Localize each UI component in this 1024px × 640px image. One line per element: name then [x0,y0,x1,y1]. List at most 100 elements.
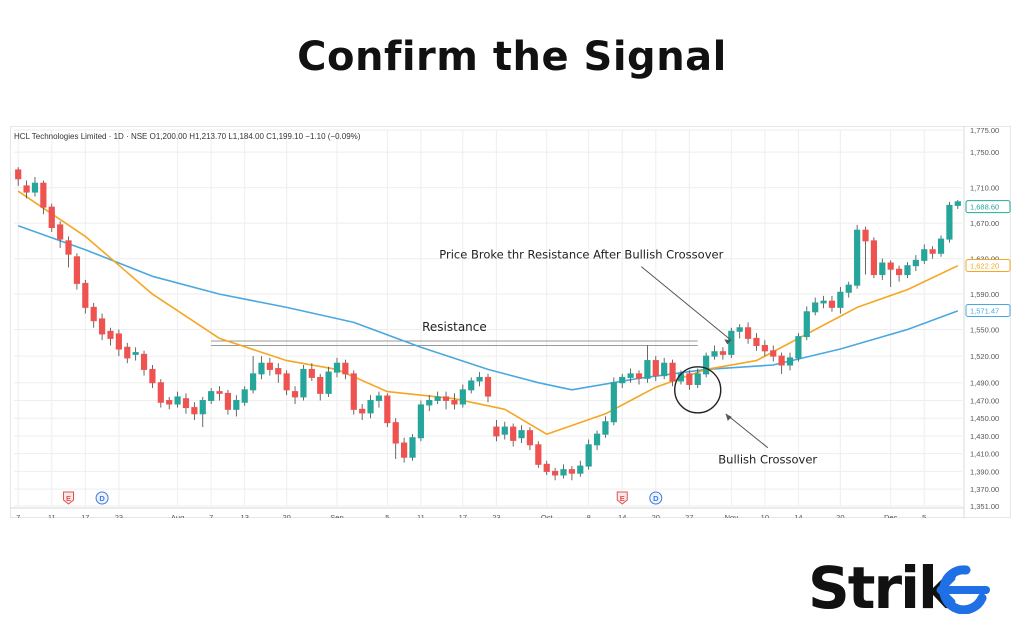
candle-down [115,333,122,350]
candle-up [241,389,248,403]
time-tick-label: 11 [48,513,56,518]
time-tick-label: Sep [330,513,343,518]
time-tick-label: 14 [794,513,802,518]
candle-down [317,376,324,394]
candle-up [912,259,919,267]
time-tick-label: Dec [884,513,898,518]
candle-up [602,421,609,435]
crossover-circle [674,366,722,414]
price-tick-label: 1,775.00 [970,126,999,135]
last-price-badge-label: 1,571.47 [970,306,999,315]
candle-up [501,426,508,435]
candle-down [266,362,273,370]
ma-fast-line [17,190,959,435]
candle-up [812,302,819,313]
candle-down [761,344,768,352]
page-title: Confirm the Signal [297,34,727,80]
candle-up [258,362,265,375]
candle-down [442,396,450,401]
candle-down [149,368,156,384]
annotation-breakout-arrow [640,266,732,341]
time-tick-label: Nov [725,513,739,518]
candle-up [31,182,39,193]
time-tick-label: 27 [685,513,693,518]
candle-down [828,300,836,308]
price-tick-label: 1,710.00 [970,184,999,193]
event-marker-glyph: E [66,494,71,503]
last-price-badge [965,259,1011,273]
price-tick-label: 1,410.00 [970,450,999,459]
candle-up [644,360,651,379]
candle-up [711,351,718,357]
candle-up [518,430,525,439]
candle-up [820,300,827,304]
candle-up [560,469,567,476]
candle-down [384,395,391,424]
candle-down [90,306,97,322]
candle-down [224,392,232,410]
candle-down [140,353,148,370]
candle-down [48,206,55,229]
price-tick-label: 1,450.00 [970,414,999,423]
time-tick-label: 7 [16,513,20,518]
candle-up [476,376,483,382]
candle-down [392,422,399,444]
time-tick-label: 20 [836,513,844,518]
candle-down [216,391,223,394]
candle-up [694,373,701,386]
candle-down [283,373,290,391]
candle-down [451,399,458,405]
time-tick-label: Aug [171,513,184,518]
price-tick-label: 1,750.00 [970,148,999,157]
chart-info-line: HCL Technologies Limited · 1D · NSE O1,2… [14,132,361,141]
candle-up [946,204,953,240]
candle-down [401,442,408,458]
candle-up [854,229,861,286]
candle-down [568,469,575,474]
last-price-badge [965,200,1011,214]
candle-up [921,249,928,261]
time-tick-label: 20 [652,513,660,518]
price-tick-label: 1,550.00 [970,326,999,335]
candle-up [249,373,257,391]
candlestick-chart[interactable]: 1,775.001,750.001,710.001,670.001,630.00… [10,126,1011,518]
candle-down [157,382,164,403]
time-tick-label: 23 [115,513,123,518]
candle-up [879,262,886,276]
chart-frame-border [10,126,1011,518]
candle-down [552,470,559,476]
time-tick-label: 7 [209,513,213,518]
candle-up [434,396,441,401]
candle-down [308,368,315,378]
event-marker-glyph: E [620,494,625,503]
candle-down [895,268,903,276]
candle-down [778,355,785,366]
candle-down [98,318,106,335]
candle-down [182,398,190,409]
price-tick-label: 1,470.00 [970,396,999,405]
last-price-badge-label: 1,622.20 [970,262,999,271]
candle-down [669,362,676,382]
candle-up [937,238,945,254]
candle-up [199,399,206,415]
candle-up [593,433,601,446]
candle-down [40,182,47,208]
candle-up [233,399,240,410]
candle-down [929,249,936,254]
candle-down [493,426,500,437]
chart-svg[interactable]: 1,775.001,750.001,710.001,670.001,630.00… [10,126,1011,518]
last-price-badge-label: 1,688.60 [970,203,999,212]
price-tick-label: 1,670.00 [970,219,999,228]
candle-up [627,373,634,378]
annotation-breakout-arrowhead [724,339,732,345]
price-tick-label: 1,390.00 [970,467,999,476]
event-marker-glyph: D [653,494,659,503]
price-tick-label: 1,351.00 [970,502,999,511]
candle-up [468,380,475,391]
candle-down [719,351,727,355]
time-tick-label: 17 [459,513,467,518]
candle-up [409,437,416,458]
candle-up [300,368,307,398]
time-tick-label: Oct [541,513,554,518]
candle-down [744,327,752,339]
